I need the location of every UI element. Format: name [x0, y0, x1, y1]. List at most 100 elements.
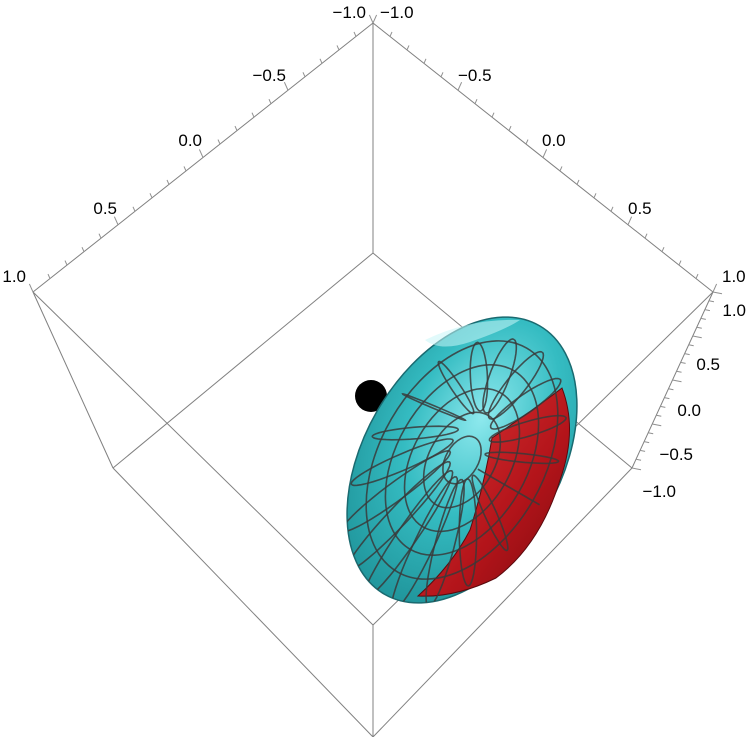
mesh-curve — [469, 341, 489, 412]
tick-mark — [491, 112, 495, 118]
vertical-axis-tick-label: 0.0 — [677, 401, 701, 420]
tick-mark — [423, 58, 427, 64]
tick-mark — [576, 179, 580, 185]
tick-mark — [660, 405, 666, 408]
vertical-axis-labels: 1.0 0.5 0.0 −0.5 −1.0 — [642, 301, 746, 501]
tick-mark — [644, 233, 648, 239]
tick-mark — [652, 423, 662, 427]
tick-mark — [640, 449, 646, 452]
mesh-curve — [489, 377, 562, 430]
tick-mark — [149, 193, 153, 199]
surface-highlight — [425, 319, 520, 347]
tick-mark — [610, 206, 614, 212]
tick-mark — [283, 81, 289, 91]
left-axis-labels: −1.0 −0.5 0.0 0.5 1.0 — [2, 3, 366, 286]
tick-mark — [695, 273, 699, 279]
mesh-ring — [422, 411, 502, 509]
left-axis-tick-label: −1.0 — [332, 3, 366, 22]
box-bottom-left-lower — [112, 467, 374, 737]
tick-mark — [692, 335, 702, 339]
right-axis-tick-label: 0.0 — [542, 131, 566, 150]
tick-mark — [644, 441, 650, 444]
left-axis-tick-label: 0.5 — [93, 199, 117, 218]
bounding-box — [32, 22, 714, 737]
mesh-curve — [371, 425, 460, 441]
tick-mark — [406, 45, 410, 51]
marker-sphere — [355, 380, 387, 412]
tick-mark — [132, 206, 136, 212]
right-axis-tick-label: −0.5 — [458, 66, 492, 85]
left-axis-tick-label: 0.0 — [178, 131, 202, 150]
tick-mark — [680, 361, 686, 364]
mesh-ring — [384, 363, 540, 557]
tick-mark — [251, 112, 255, 118]
mesh-curve — [341, 449, 452, 533]
box-bottom-edge-left — [32, 291, 374, 626]
tick-marks — [28, 14, 723, 471]
vertical-axis-tick-label: 1.0 — [722, 301, 746, 320]
tick-mark — [319, 58, 323, 64]
tick-mark — [183, 166, 187, 172]
tick-mark — [217, 139, 221, 145]
mesh-curve — [401, 393, 467, 421]
tick-mark — [113, 216, 119, 225]
torus-surface — [341, 316, 578, 612]
tick-mark — [704, 309, 710, 312]
tick-mark — [508, 125, 512, 131]
tick-mark — [668, 388, 674, 391]
tick-mark — [81, 246, 85, 252]
tick-mark — [525, 139, 529, 145]
tick-mark — [708, 300, 715, 303]
box-inner-edge-left — [112, 252, 374, 469]
mesh-curve — [345, 460, 452, 572]
right-axis-tick-label: −1.0 — [380, 3, 414, 22]
tick-mark — [672, 379, 682, 383]
tick-mark — [64, 260, 68, 266]
tick-mark — [559, 166, 563, 172]
tick-mark — [389, 31, 393, 37]
tick-mark — [696, 326, 702, 329]
tick-mark — [302, 72, 306, 78]
tick-mark — [457, 81, 463, 91]
tick-mark — [631, 467, 642, 471]
tick-mark — [336, 45, 340, 51]
box-bottom-right-lower — [372, 467, 633, 737]
tick-mark — [542, 149, 548, 158]
mesh-curve — [482, 338, 518, 414]
mesh-ring — [442, 435, 482, 485]
left-axis-tick-label: 1.0 — [2, 267, 26, 286]
tick-mark — [47, 273, 51, 279]
mesh-curve — [471, 474, 509, 552]
tick-mark — [474, 98, 478, 104]
tick-mark — [676, 370, 682, 373]
tick-mark — [684, 353, 690, 356]
surface-mesh — [341, 338, 567, 612]
right-axis-tick-label: 0.5 — [628, 199, 652, 218]
vertical-axis-tick-label: −1.0 — [642, 482, 676, 501]
tick-mark — [198, 149, 204, 158]
tick-mark — [648, 432, 654, 435]
tick-mark — [635, 458, 642, 461]
mesh-curve — [487, 350, 545, 420]
mesh-curve — [350, 438, 454, 487]
tick-mark — [593, 193, 597, 199]
tick-mark — [700, 317, 706, 320]
mesh-ring — [365, 340, 559, 580]
box-front-edge-left — [32, 291, 114, 469]
tick-mark — [368, 14, 374, 24]
tick-mark — [627, 216, 633, 225]
tick-mark — [440, 72, 444, 78]
tick-mark — [664, 397, 670, 400]
vertical-axis-tick-label: 0.5 — [696, 355, 720, 374]
vertical-axis-tick-label: −0.5 — [659, 445, 693, 464]
tick-mark — [688, 344, 694, 347]
tick-mark — [268, 98, 272, 104]
tick-mark — [712, 291, 723, 295]
surface-inner-red-region — [416, 387, 570, 597]
tick-mark — [678, 260, 682, 266]
mesh-curve — [484, 451, 560, 465]
mesh-ring — [403, 387, 521, 533]
tick-mark — [656, 414, 662, 417]
